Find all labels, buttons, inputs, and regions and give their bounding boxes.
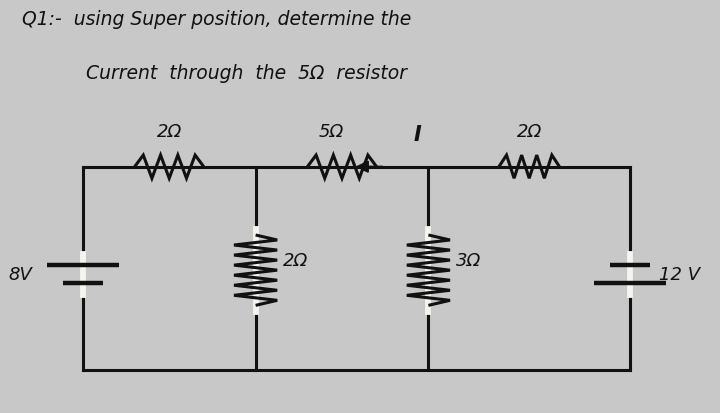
Text: 2Ω: 2Ω xyxy=(516,123,542,140)
Text: 2Ω: 2Ω xyxy=(283,251,308,269)
Text: 12 V: 12 V xyxy=(659,266,700,284)
Text: Current  through  the  5Ω  resistor: Current through the 5Ω resistor xyxy=(86,64,408,83)
Text: 2Ω: 2Ω xyxy=(156,123,182,140)
Text: 3Ω: 3Ω xyxy=(456,251,481,269)
Text: 5Ω: 5Ω xyxy=(318,123,344,140)
Text: I: I xyxy=(414,125,421,145)
Text: 8V: 8V xyxy=(9,266,32,284)
Text: Q1:-  using Super position, determine the: Q1:- using Super position, determine the xyxy=(22,10,411,29)
